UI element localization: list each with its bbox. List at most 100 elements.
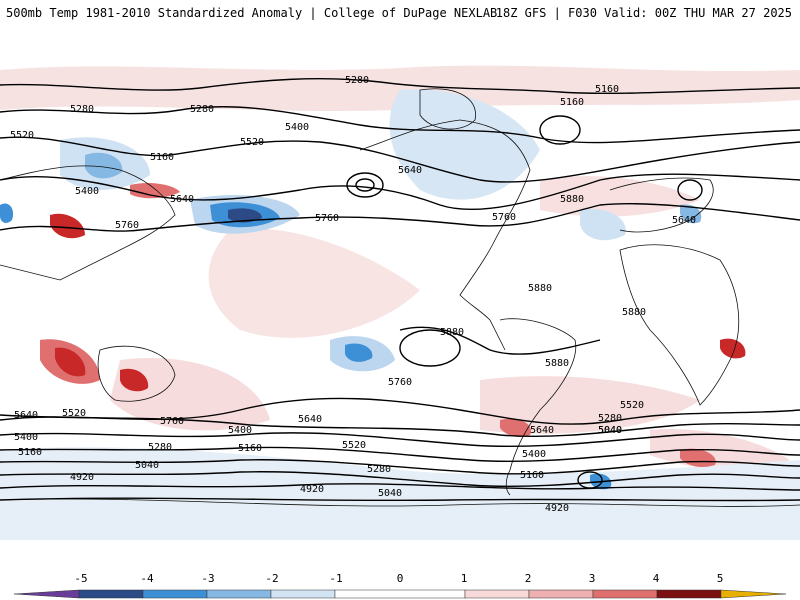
colorbar-swatch [78, 589, 144, 599]
contour-closed-high [577, 471, 603, 489]
contour-label: 5520 [342, 440, 366, 451]
contour-label: 5640 [298, 414, 322, 425]
contour-closed-low [346, 172, 384, 198]
contour-line [0, 77, 800, 95]
contour-label: 5880 [560, 194, 584, 205]
colorbar-tick-label: -2 [265, 572, 278, 585]
colorbar-swatch [656, 589, 722, 599]
coastline-africa [619, 244, 740, 406]
contour-closed-high [399, 329, 461, 367]
anomaly-pos-core [500, 418, 531, 438]
anomaly-pos-core [120, 368, 149, 392]
anomaly-pos-zone [208, 228, 420, 338]
contour-label: 5880 [545, 358, 569, 369]
colorbar-tick-label: -5 [74, 572, 87, 585]
contour-label: 5640 [170, 194, 194, 205]
contour-label: 5640 [14, 410, 38, 421]
contour-label: 5040 [378, 488, 402, 499]
contour-label: 5160 [560, 97, 584, 108]
anomaly-colorbar: -5 -4 -3 -2 -1 0 1 2 3 4 5 [13, 572, 787, 599]
coastline-greenland [419, 88, 476, 130]
contour-line [0, 446, 800, 463]
contour-line [0, 173, 800, 211]
contour-label: 5760 [115, 220, 139, 231]
colorbar-swatch [270, 589, 336, 599]
coastline-antarctica [0, 498, 800, 507]
colorbar-swatch [528, 589, 594, 599]
colorbar-tick-label: 3 [589, 572, 596, 585]
colorbar-tick-label: -4 [140, 572, 154, 585]
contour-label: 5400 [75, 186, 99, 197]
contour-label: 5520 [62, 408, 86, 419]
contour-label: 5760 [315, 213, 339, 224]
contour-label: 5160 [238, 443, 262, 454]
contour-label: 5400 [14, 432, 38, 443]
colorbar-tick-label: -3 [201, 572, 214, 585]
coastline-australia [97, 345, 176, 402]
contour-label: 4920 [300, 484, 324, 495]
anomaly-neg-zone [580, 209, 626, 241]
contour-label: 4920 [545, 503, 569, 514]
colorbar-swatch [142, 589, 208, 599]
height-contours [0, 77, 800, 502]
contour-label: 5280 [345, 75, 369, 86]
contour-label: 5640 [530, 425, 554, 436]
contour-closed-low [355, 178, 375, 192]
contour-label: 5040 [598, 425, 622, 436]
contour-label: 4920 [70, 472, 94, 483]
anomaly-neg-zone [0, 447, 800, 540]
contour-label: 5520 [620, 400, 644, 411]
coastlines [0, 88, 800, 507]
anomaly-shading [0, 65, 800, 540]
colorbar-tick-label: 1 [461, 572, 468, 585]
contour-label: 5760 [388, 377, 412, 388]
contour-label: 5160 [150, 152, 174, 163]
contour-line [0, 136, 800, 183]
colorbar-swatch [720, 589, 787, 599]
contour-label: 5400 [228, 425, 252, 436]
contour-label: 5520 [240, 137, 264, 148]
contour-label: 5640 [672, 215, 696, 226]
contour-line [0, 471, 800, 488]
contour-label: 5400 [522, 449, 546, 460]
contour-label: 5520 [10, 130, 34, 141]
contour-line [0, 106, 800, 144]
anomaly-pos-core [55, 347, 86, 377]
colorbar-swatch [206, 589, 272, 599]
contour-label: 5400 [285, 122, 309, 133]
anomaly-neg-zone [389, 89, 540, 200]
anomaly-pos-zone [480, 376, 700, 434]
contour-label: 5760 [492, 212, 516, 223]
colorbar-tick-label: 5 [717, 572, 724, 585]
anomaly-pos-core [130, 182, 180, 199]
contour-label: 5160 [520, 470, 544, 481]
contour-line [0, 497, 800, 502]
contour-label: 5040 [598, 425, 622, 436]
anomaly-neg-core [85, 152, 123, 179]
anomaly-neg-core [0, 203, 14, 223]
contour-closed-low [539, 115, 581, 145]
contour-label: 5640 [398, 165, 422, 176]
contour-label: 5160 [18, 447, 42, 458]
contour-label: 5280 [367, 464, 391, 475]
coastline-north-america [359, 119, 531, 351]
coastline-asia [0, 165, 176, 281]
anomaly-neg-core [228, 208, 262, 223]
contour-label: 5880 [622, 307, 646, 318]
contour-label: 5760 [160, 416, 184, 427]
contour-label: 5880 [440, 327, 464, 338]
colorbar-tick-labels: -5 -4 -3 -2 -1 0 1 2 3 4 5 [74, 572, 723, 585]
colorbar-swatch [464, 589, 530, 599]
contour-line [399, 326, 601, 355]
contour-labels: 5280 5280 5280 5160 5160 5160 5520 5520 … [10, 75, 696, 514]
colorbar-tick-label: -1 [329, 572, 342, 585]
coastline-europe [609, 177, 714, 233]
model-run-info: 18Z GFS | F030 Valid: 00Z THU MAR 27 202… [495, 6, 792, 20]
colorbar-tick-label: 0 [397, 572, 404, 585]
anomaly-pos-zone [0, 65, 800, 112]
coastline-south-america [499, 318, 577, 496]
anomaly-pos-core [720, 338, 746, 359]
colorbar-swatch [13, 589, 80, 599]
contour-label: 5160 [595, 84, 619, 95]
contour-line [0, 459, 800, 475]
